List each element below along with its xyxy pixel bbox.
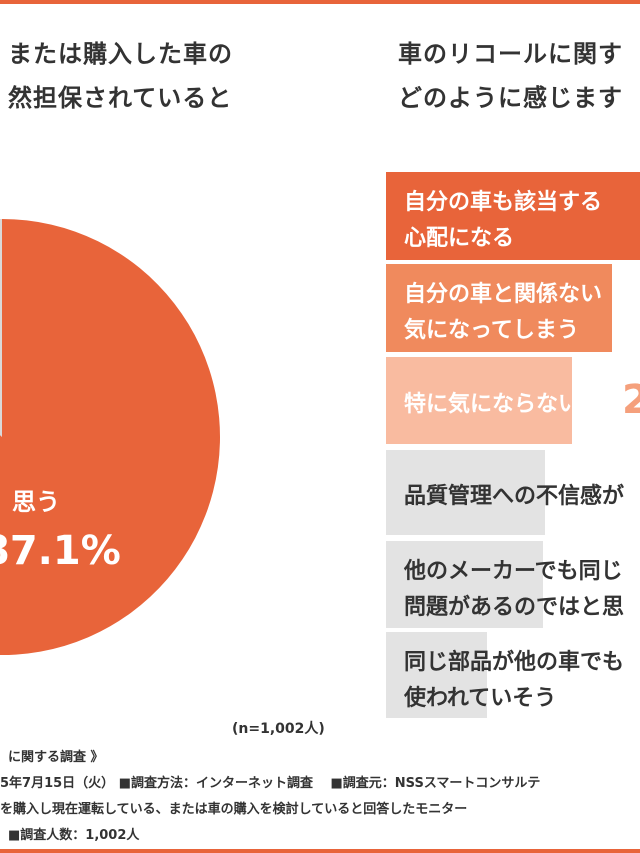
bar-label: 気になってしまう [404,318,579,343]
bar-fill [386,450,545,535]
pie-rest [0,219,2,437]
bar: 他のメーカーでも同じ 問題があるのではと思 [386,541,640,628]
bar-label: 問題があるのではと思 [404,595,625,620]
bar-fill [386,172,640,260]
bar: 品質管理への不信感が [386,450,640,535]
bar-value-fragment: 2 [622,376,640,423]
bar-label: 品質管理への不信感が [404,483,625,509]
bar: 特に気にならない 2 [386,357,640,444]
right-title: 車のリコールに関す [398,40,623,68]
bar-label: 自分の車も該当する [404,190,603,215]
left-title: または購入した車の [8,40,233,68]
left-title: 然担保されていると [8,84,233,112]
bar-fill [386,357,572,444]
bar-fill [386,632,487,718]
pie-slice [0,219,220,655]
top-stripe [0,0,640,4]
footer-line: 5年7月15日（火） ■調査方法：インターネット調査 ■調査元：NSSスマートコ… [0,776,541,791]
pie-chart [0,219,220,655]
sample-note: (n=1,002人) [232,721,325,737]
bar-fill [386,541,543,628]
bar-label: 他のメーカーでも同じ [404,559,623,584]
footer-line: に関する調査 》 [8,750,104,765]
bar-label: 自分の車と関係ない [404,282,603,307]
footer-line: ■調査人数：1,002人 [8,828,140,843]
bar-label: 特に気にならない [404,391,581,417]
bottom-stripe [0,849,640,853]
pie-label: 思う [12,488,60,516]
footer-line: を購入し現在運転している、または車の購入を検討していると回答したモニター [0,802,468,817]
pie-value-label: 87.1% [0,528,121,574]
bar-fill [386,264,612,352]
bar-label: 同じ部品が他の車でも [404,650,625,675]
bar-label: 心配になる [404,226,515,251]
bar-label: 使われていそう [404,686,557,711]
right-title: どのように感じます [398,84,623,112]
bar: 同じ部品が他の車でも 使われていそう [386,632,640,718]
bar: 自分の車も該当する 心配になる [386,172,640,260]
bar: 自分の車と関係ない 気になってしまう [386,264,640,352]
